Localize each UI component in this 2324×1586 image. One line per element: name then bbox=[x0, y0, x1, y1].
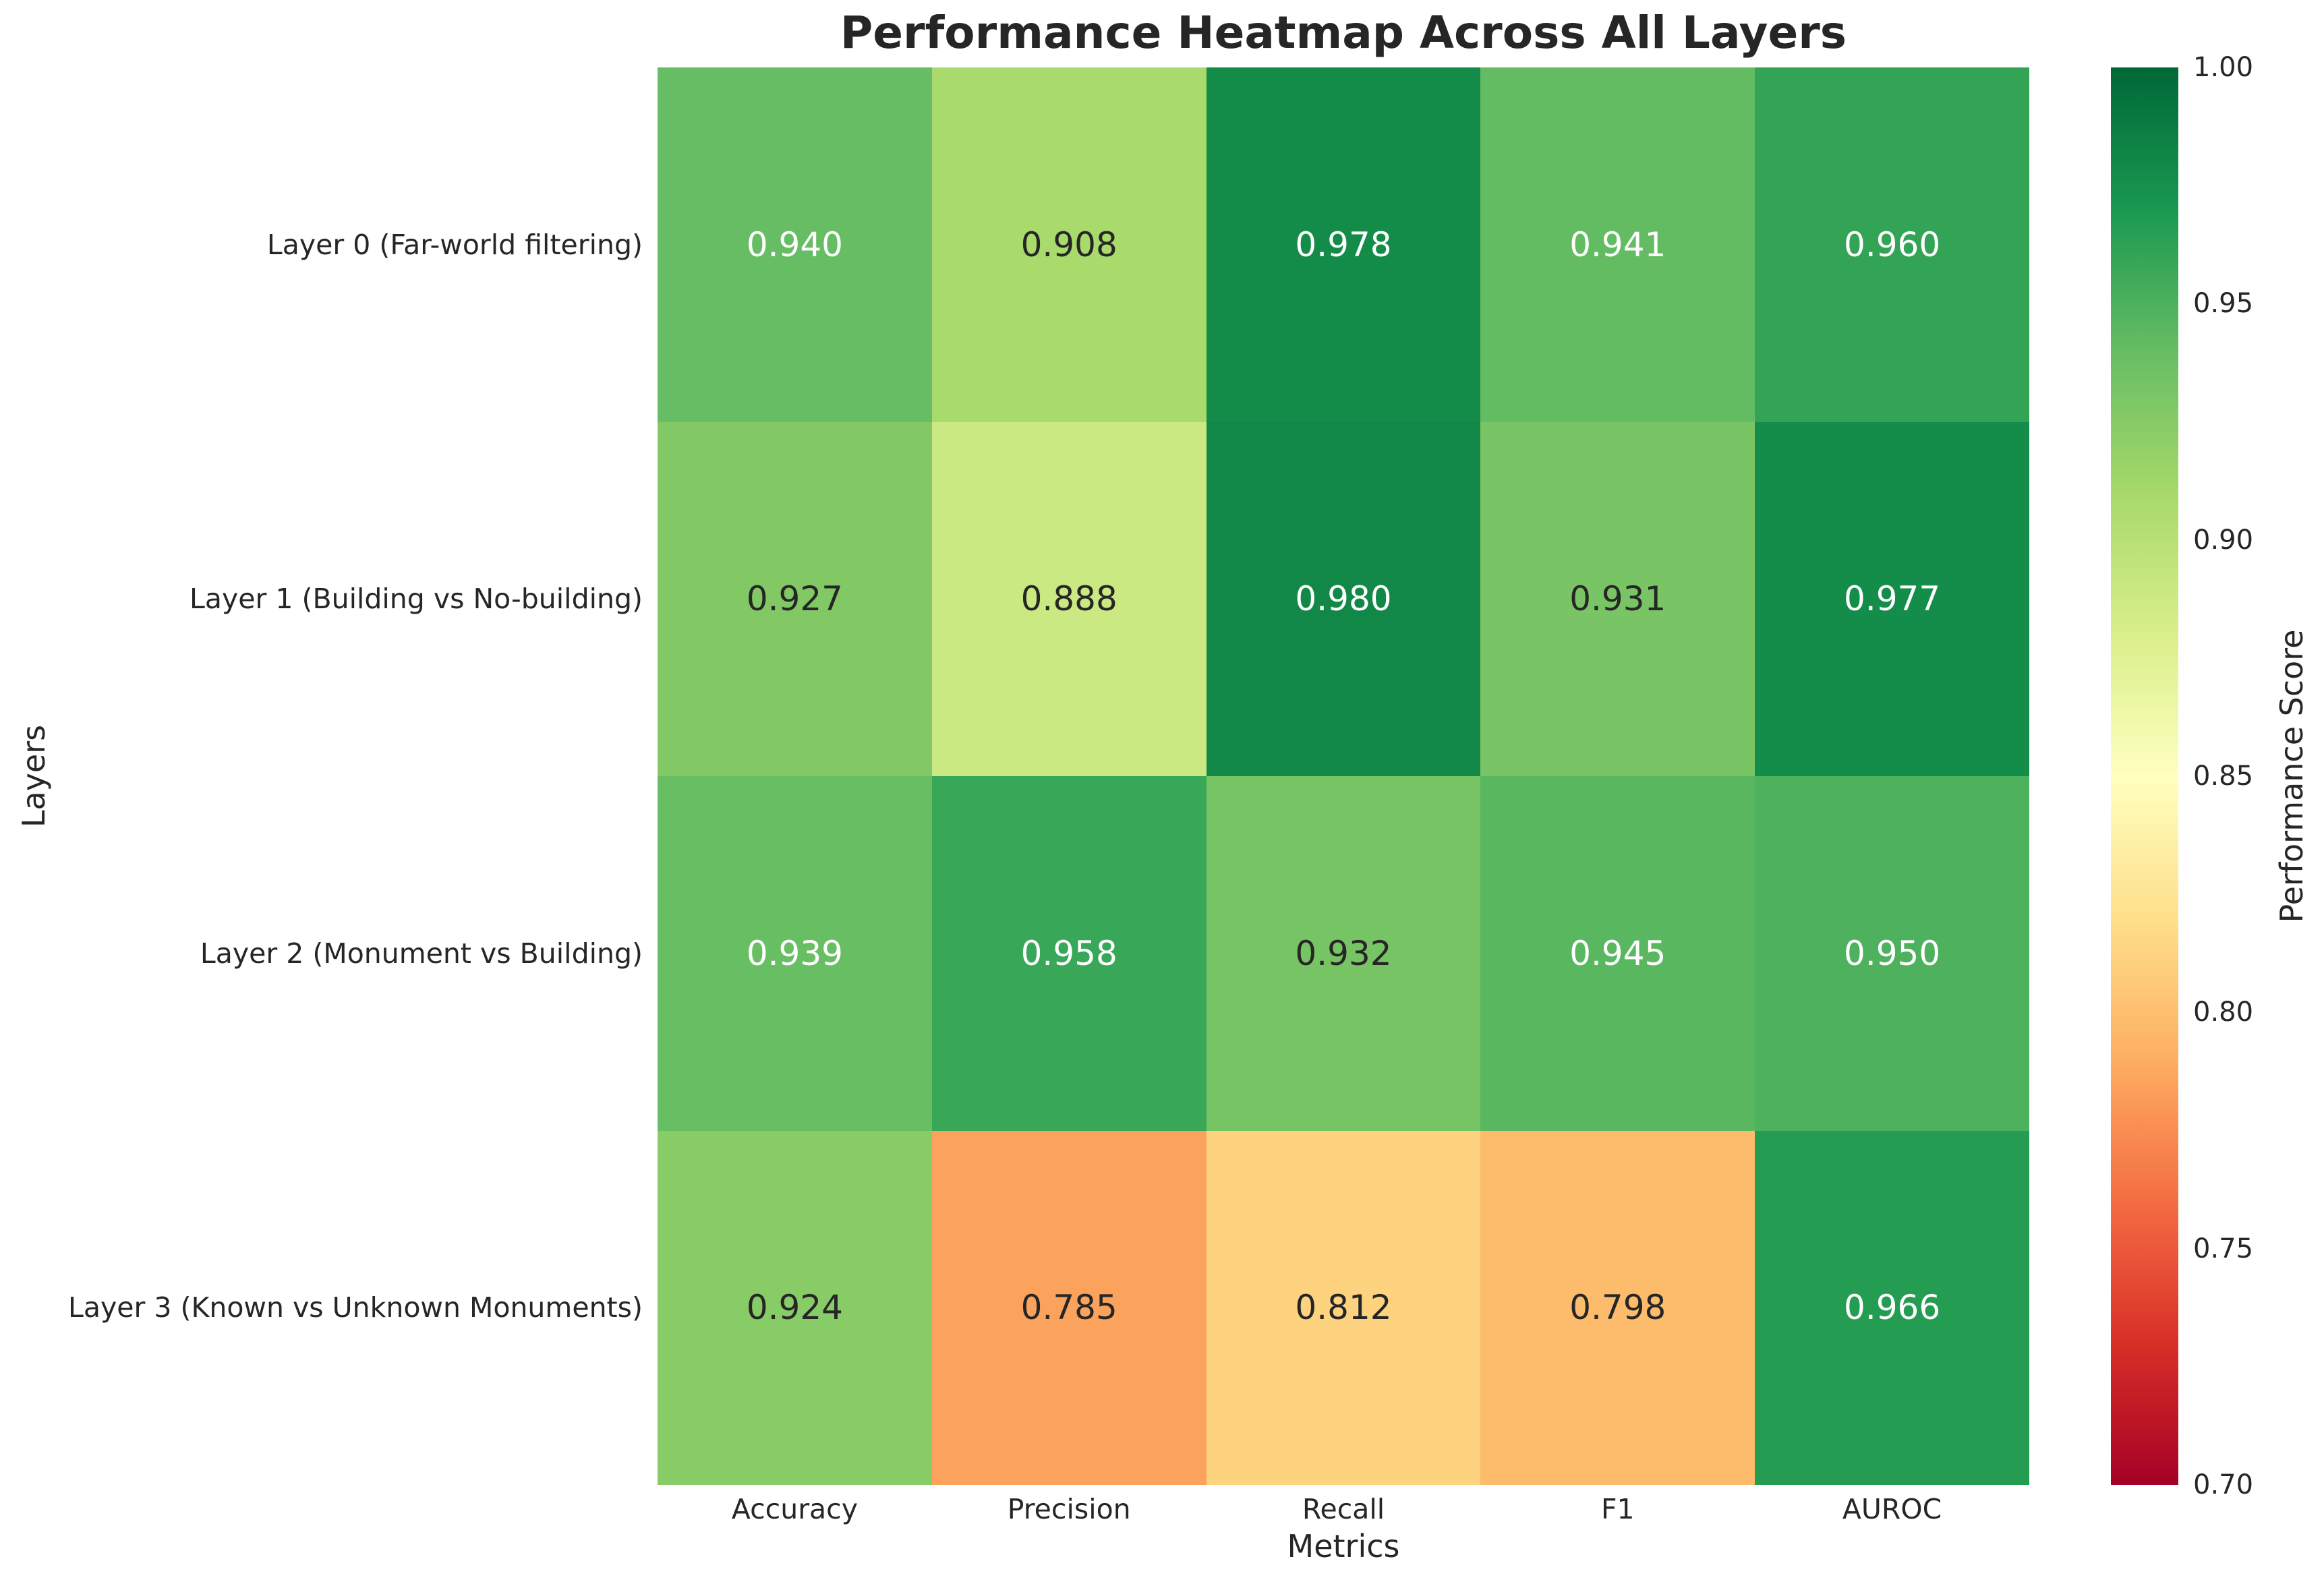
cell-value: 0.939 bbox=[746, 933, 843, 973]
cell-value: 0.888 bbox=[1020, 579, 1117, 619]
colorbar-tick-label: 0.90 bbox=[2193, 524, 2254, 556]
col-label: Precision bbox=[1007, 1493, 1131, 1525]
colorbar-tick-label: 0.70 bbox=[2193, 1469, 2254, 1500]
cell-value: 0.785 bbox=[1020, 1288, 1117, 1328]
cell-value: 0.931 bbox=[1569, 579, 1666, 619]
heatmap-cell: 0.798 bbox=[1480, 1130, 1755, 1485]
cell-value: 0.978 bbox=[1295, 225, 1392, 264]
colorbar-tick-label: 0.75 bbox=[2193, 1233, 2254, 1264]
col-label: AUROC bbox=[1842, 1493, 1942, 1525]
heatmap-cell: 0.940 bbox=[658, 67, 932, 422]
cell-value: 0.932 bbox=[1295, 933, 1392, 973]
heatmap-cell: 0.977 bbox=[1755, 421, 2029, 776]
cell-value: 0.927 bbox=[746, 579, 843, 619]
cell-value: 0.945 bbox=[1569, 933, 1666, 973]
heatmap-cell: 0.932 bbox=[1206, 776, 1481, 1131]
col-label: Accuracy bbox=[731, 1493, 858, 1525]
heatmap-cell: 0.785 bbox=[931, 1130, 1207, 1485]
chart-title: Performance Heatmap Across All Layers bbox=[840, 7, 1847, 59]
cell-value: 0.977 bbox=[1844, 579, 1941, 619]
heatmap-cell: 0.931 bbox=[1480, 421, 1755, 776]
heatmap-cell: 0.960 bbox=[1755, 67, 2029, 422]
heatmap-cell: 0.978 bbox=[1206, 67, 1481, 422]
col-label: F1 bbox=[1600, 1493, 1635, 1525]
row-label: Layer 3 (Known vs Unknown Monuments) bbox=[68, 1291, 643, 1324]
colorbar-tick-label: 0.80 bbox=[2193, 997, 2254, 1028]
heatmap-cell: 0.939 bbox=[658, 776, 932, 1131]
heatmap-cell: 0.924 bbox=[658, 1130, 932, 1485]
heatmap-cell: 0.945 bbox=[1480, 776, 1755, 1131]
heatmap-cell: 0.958 bbox=[931, 776, 1207, 1131]
cell-value: 0.958 bbox=[1020, 933, 1117, 973]
row-label: Layer 0 (Far-world filtering) bbox=[266, 228, 643, 261]
heatmap-cell: 0.927 bbox=[658, 421, 932, 776]
colorbar bbox=[2111, 67, 2178, 1485]
cell-value: 0.908 bbox=[1020, 225, 1117, 264]
cell-value: 0.960 bbox=[1844, 225, 1941, 264]
row-label: Layer 1 (Building vs No-building) bbox=[190, 583, 643, 616]
cell-value: 0.812 bbox=[1295, 1288, 1392, 1328]
colorbar-label: Performance Score bbox=[2273, 629, 2310, 923]
colorbar-tick-label: 1.00 bbox=[2193, 52, 2254, 83]
cell-value: 0.941 bbox=[1569, 225, 1666, 264]
heatmap-cell: 0.941 bbox=[1480, 67, 1755, 422]
x-axis-label: Metrics bbox=[1287, 1528, 1400, 1564]
cell-value: 0.940 bbox=[746, 225, 843, 264]
heatmap-cell: 0.888 bbox=[931, 421, 1207, 776]
cell-value: 0.924 bbox=[746, 1288, 843, 1328]
cell-value: 0.950 bbox=[1844, 933, 1941, 973]
y-tick-labels: Layer 0 (Far-world filtering) Layer 1 (Bu… bbox=[0, 67, 643, 1485]
heatmap-cell: 0.812 bbox=[1206, 1130, 1481, 1485]
heatmap-cell: 0.908 bbox=[931, 67, 1207, 422]
x-tick-labels: Accuracy Precision Recall F1 AUROC bbox=[658, 1493, 2029, 1528]
heatmap-cell: 0.966 bbox=[1755, 1130, 2029, 1485]
cell-value: 0.798 bbox=[1569, 1288, 1666, 1328]
colorbar-tick-labels: 1.00 0.95 0.90 0.85 0.80 0.75 0.70 bbox=[2193, 52, 2301, 1500]
colorbar-tick-label: 0.85 bbox=[2193, 761, 2254, 792]
cell-value: 0.966 bbox=[1844, 1288, 1941, 1328]
heatmap-cell: 0.980 bbox=[1206, 421, 1481, 776]
heatmap-cell: 0.950 bbox=[1755, 776, 2029, 1131]
col-label: Recall bbox=[1302, 1493, 1385, 1525]
colorbar-tick-label: 0.95 bbox=[2193, 288, 2254, 320]
row-label: Layer 2 (Monument vs Building) bbox=[200, 937, 643, 970]
heatmap-grid: 0.940 0.908 0.978 0.941 0.960 0.927 0.888 0.980… bbox=[658, 67, 2029, 1485]
cell-value: 0.980 bbox=[1295, 579, 1392, 619]
